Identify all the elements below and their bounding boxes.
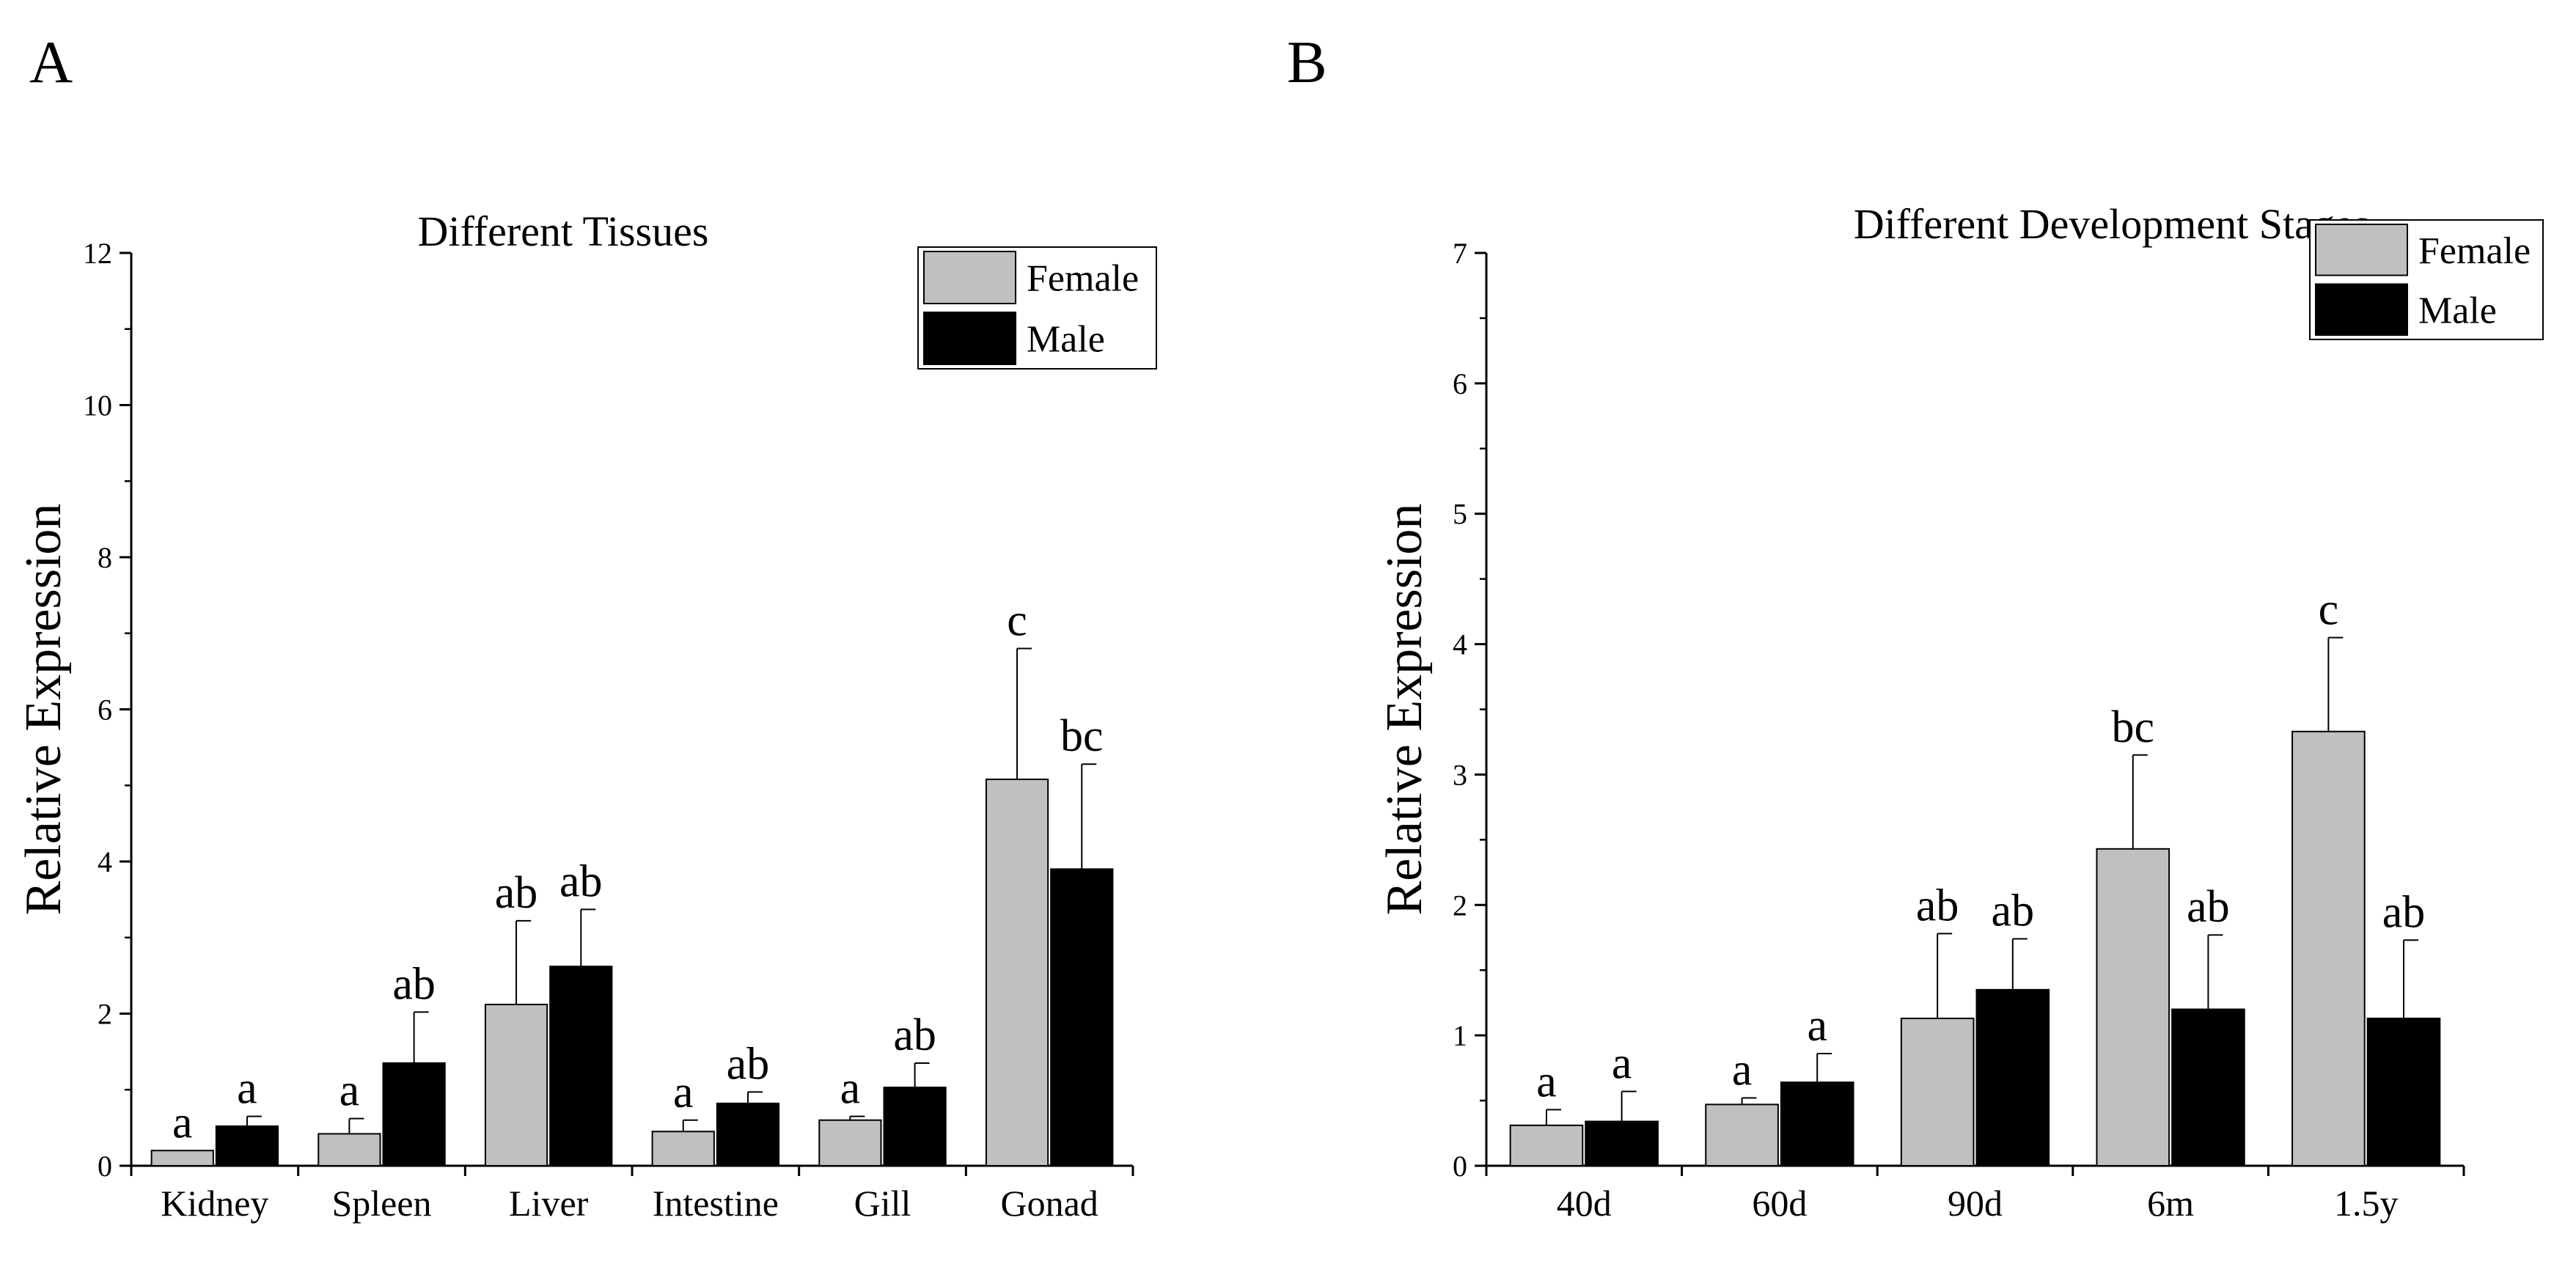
y-tick-label: 0: [1453, 1150, 1467, 1183]
x-tick-label: Kidney: [161, 1183, 268, 1224]
bar: [2366, 1018, 2441, 1167]
significance-label: ab: [727, 1039, 770, 1089]
y-tick-label: 0: [98, 1150, 112, 1183]
bar: [1900, 1018, 1975, 1167]
bar: [484, 1004, 548, 1167]
bar: [985, 778, 1049, 1166]
significance-label: a: [840, 1064, 861, 1114]
significance-label: a: [1732, 1046, 1753, 1095]
x-tick-label: 90d: [1948, 1183, 2003, 1224]
significance-label: bc: [2112, 702, 2155, 752]
bar: [2171, 1008, 2245, 1166]
significance-label: ab: [495, 868, 538, 918]
y-tick-label: 3: [1453, 758, 1467, 791]
panel-letter-b: B: [1287, 29, 1327, 95]
x-tick-label: Spleen: [331, 1183, 431, 1224]
bar: [1975, 988, 2050, 1166]
x-tick-label: Gill: [854, 1183, 911, 1224]
legend-label: Male: [2418, 290, 2497, 331]
x-tick-label: Gonad: [1001, 1183, 1098, 1224]
y-tick-label: 4: [98, 845, 112, 878]
x-tick-label: 60d: [1752, 1183, 1807, 1224]
chart-title: Different Development Stages: [1854, 200, 2370, 248]
bar: [2096, 848, 2170, 1166]
significance-label: a: [340, 1066, 360, 1116]
significance-label: bc: [1060, 711, 1104, 761]
y-axis-label: Relative Expression: [15, 504, 72, 916]
bar: [549, 966, 613, 1167]
x-tick-label: 40d: [1557, 1183, 1612, 1224]
bar: [1780, 1081, 1854, 1166]
x-tick-label: 1.5y: [2334, 1183, 2399, 1224]
y-tick-label: 2: [98, 998, 112, 1031]
y-tick-label: 12: [83, 237, 112, 270]
y-tick-label: 10: [83, 389, 112, 422]
bar: [215, 1125, 279, 1167]
significance-label: ab: [1916, 881, 1959, 930]
y-tick-label: 8: [98, 541, 112, 574]
development-stages-chart: Different Development Stages Relative Exp…: [1376, 200, 2544, 1224]
bar: [2291, 730, 2366, 1166]
legend-label: Male: [1027, 319, 1105, 361]
significance-label: ab: [2187, 882, 2230, 932]
significance-label: a: [237, 1064, 257, 1114]
bar: [651, 1131, 715, 1166]
y-tick-label: 6: [98, 694, 112, 727]
y-tick-label: 5: [1453, 498, 1467, 531]
x-tick-label: Liver: [509, 1183, 589, 1224]
bar: [1585, 1120, 1659, 1166]
significance-label: ab: [2382, 887, 2426, 937]
y-tick-label: 1: [1453, 1019, 1467, 1052]
panel-letter-a: A: [29, 29, 73, 95]
bar: [1509, 1124, 1584, 1166]
legend-swatch: [2315, 283, 2408, 336]
significance-label: a: [1536, 1057, 1557, 1107]
significance-label: a: [1612, 1039, 1632, 1089]
y-tick-label: 2: [1453, 889, 1467, 922]
legend-swatch: [2315, 224, 2408, 276]
legend-swatch: [923, 251, 1016, 304]
significance-label: a: [1807, 1001, 1827, 1051]
significance-label: ab: [559, 856, 603, 906]
bar: [818, 1119, 882, 1166]
significance-label: ab: [392, 959, 436, 1009]
x-tick-label: Intestine: [653, 1183, 779, 1224]
tissues-chart: Different Tissues Relative Expression 0 2 4 6…: [15, 207, 1157, 1224]
significance-label: a: [673, 1068, 694, 1117]
bar: [1705, 1103, 1779, 1166]
y-tick-label: 4: [1453, 628, 1467, 661]
x-tick-label: 6m: [2147, 1183, 2194, 1224]
y-tick-label: 6: [1453, 367, 1467, 400]
bar: [150, 1150, 214, 1166]
bar: [716, 1102, 780, 1167]
significance-label: ab: [893, 1010, 936, 1060]
significance-label: ab: [1992, 886, 2035, 936]
bar: [1050, 868, 1114, 1166]
legend-swatch: [923, 312, 1016, 365]
bar: [883, 1087, 947, 1166]
bar: [318, 1133, 381, 1167]
legend-label: Female: [2418, 230, 2531, 272]
chart-title: Different Tissues: [418, 207, 709, 255]
significance-label: a: [172, 1098, 193, 1147]
significance-label: c: [1007, 596, 1027, 646]
y-tick-label: 7: [1453, 237, 1467, 270]
y-axis-label: Relative Expression: [1376, 504, 1433, 916]
legend-label: Female: [1027, 258, 1139, 300]
bar: [382, 1062, 446, 1166]
significance-label: c: [2319, 585, 2339, 635]
